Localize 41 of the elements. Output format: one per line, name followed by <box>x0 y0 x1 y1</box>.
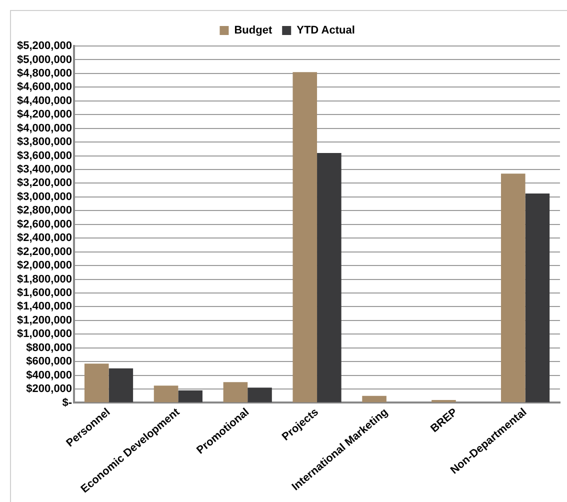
y-tick-label: $2,800,000 <box>16 204 72 217</box>
bar <box>525 193 550 402</box>
y-tick-label: $3,400,000 <box>16 164 72 176</box>
y-tick-label: $- <box>62 396 72 409</box>
bar <box>317 153 342 402</box>
y-tick-label: $1,800,000 <box>16 273 72 286</box>
y-tick-label: $200,000 <box>26 383 72 396</box>
bar <box>178 390 202 402</box>
y-tick-label: $400,000 <box>26 369 72 382</box>
y-tick-label: $3,600,000 <box>16 150 72 162</box>
y-tick-label: $2,400,000 <box>16 232 72 244</box>
y-tick-label: $4,200,000 <box>16 108 72 121</box>
y-tick-label: $3,200,000 <box>16 177 72 190</box>
y-tick-label: $4,000,000 <box>16 122 72 134</box>
bar <box>84 364 109 402</box>
y-tick-label: $5,200,000 <box>16 40 72 52</box>
bar <box>292 72 318 402</box>
y-tick-label: $1,200,000 <box>16 314 72 326</box>
y-tick-label: $4,800,000 <box>16 67 72 80</box>
y-tick-label: $3,800,000 <box>16 136 72 148</box>
y-tick-label: $4,600,000 <box>16 81 72 94</box>
y-tick-label: $2,600,000 <box>16 218 72 230</box>
bar <box>154 386 178 402</box>
y-tick-label: $1,600,000 <box>16 287 72 299</box>
y-tick-label: $1,400,000 <box>16 300 72 313</box>
y-tick-label: $1,000,000 <box>16 328 72 340</box>
legend-label: Budget <box>234 24 272 37</box>
bar <box>108 368 134 402</box>
y-tick-label: $600,000 <box>26 356 72 368</box>
bar <box>500 174 526 402</box>
y-tick-label: $800,000 <box>26 342 72 354</box>
y-tick-label: $2,000,000 <box>16 260 72 272</box>
y-tick-label: $4,400,000 <box>16 94 72 107</box>
y-tick-label: $2,200,000 <box>16 246 72 258</box>
bar <box>223 382 248 402</box>
y-tick-label: $5,000,000 <box>16 54 72 66</box>
bar <box>432 400 456 402</box>
bar <box>362 396 386 402</box>
y-tick-label: $3,000,000 <box>16 190 72 203</box>
bar <box>248 388 272 402</box>
legend-label: YTD Actual <box>296 24 355 37</box>
